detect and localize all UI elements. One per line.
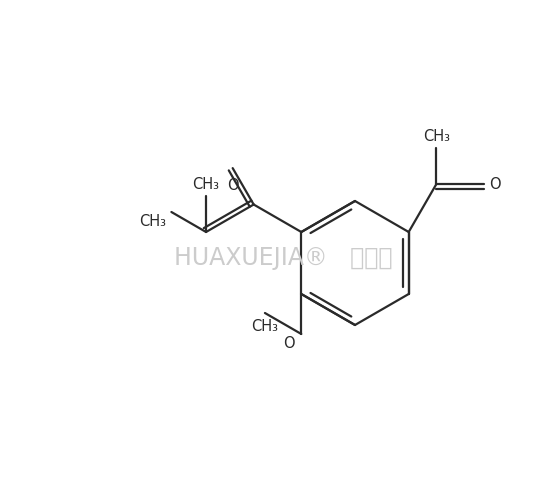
Text: CH₃: CH₃	[139, 214, 166, 229]
Text: CH₃: CH₃	[193, 177, 220, 192]
Text: O: O	[283, 336, 295, 351]
Text: O: O	[227, 178, 239, 193]
Text: HUAXUEJIA®   化学加: HUAXUEJIA® 化学加	[174, 246, 392, 270]
Text: O: O	[489, 177, 501, 192]
Text: CH₃: CH₃	[423, 129, 450, 144]
Text: CH₃: CH₃	[251, 319, 278, 334]
